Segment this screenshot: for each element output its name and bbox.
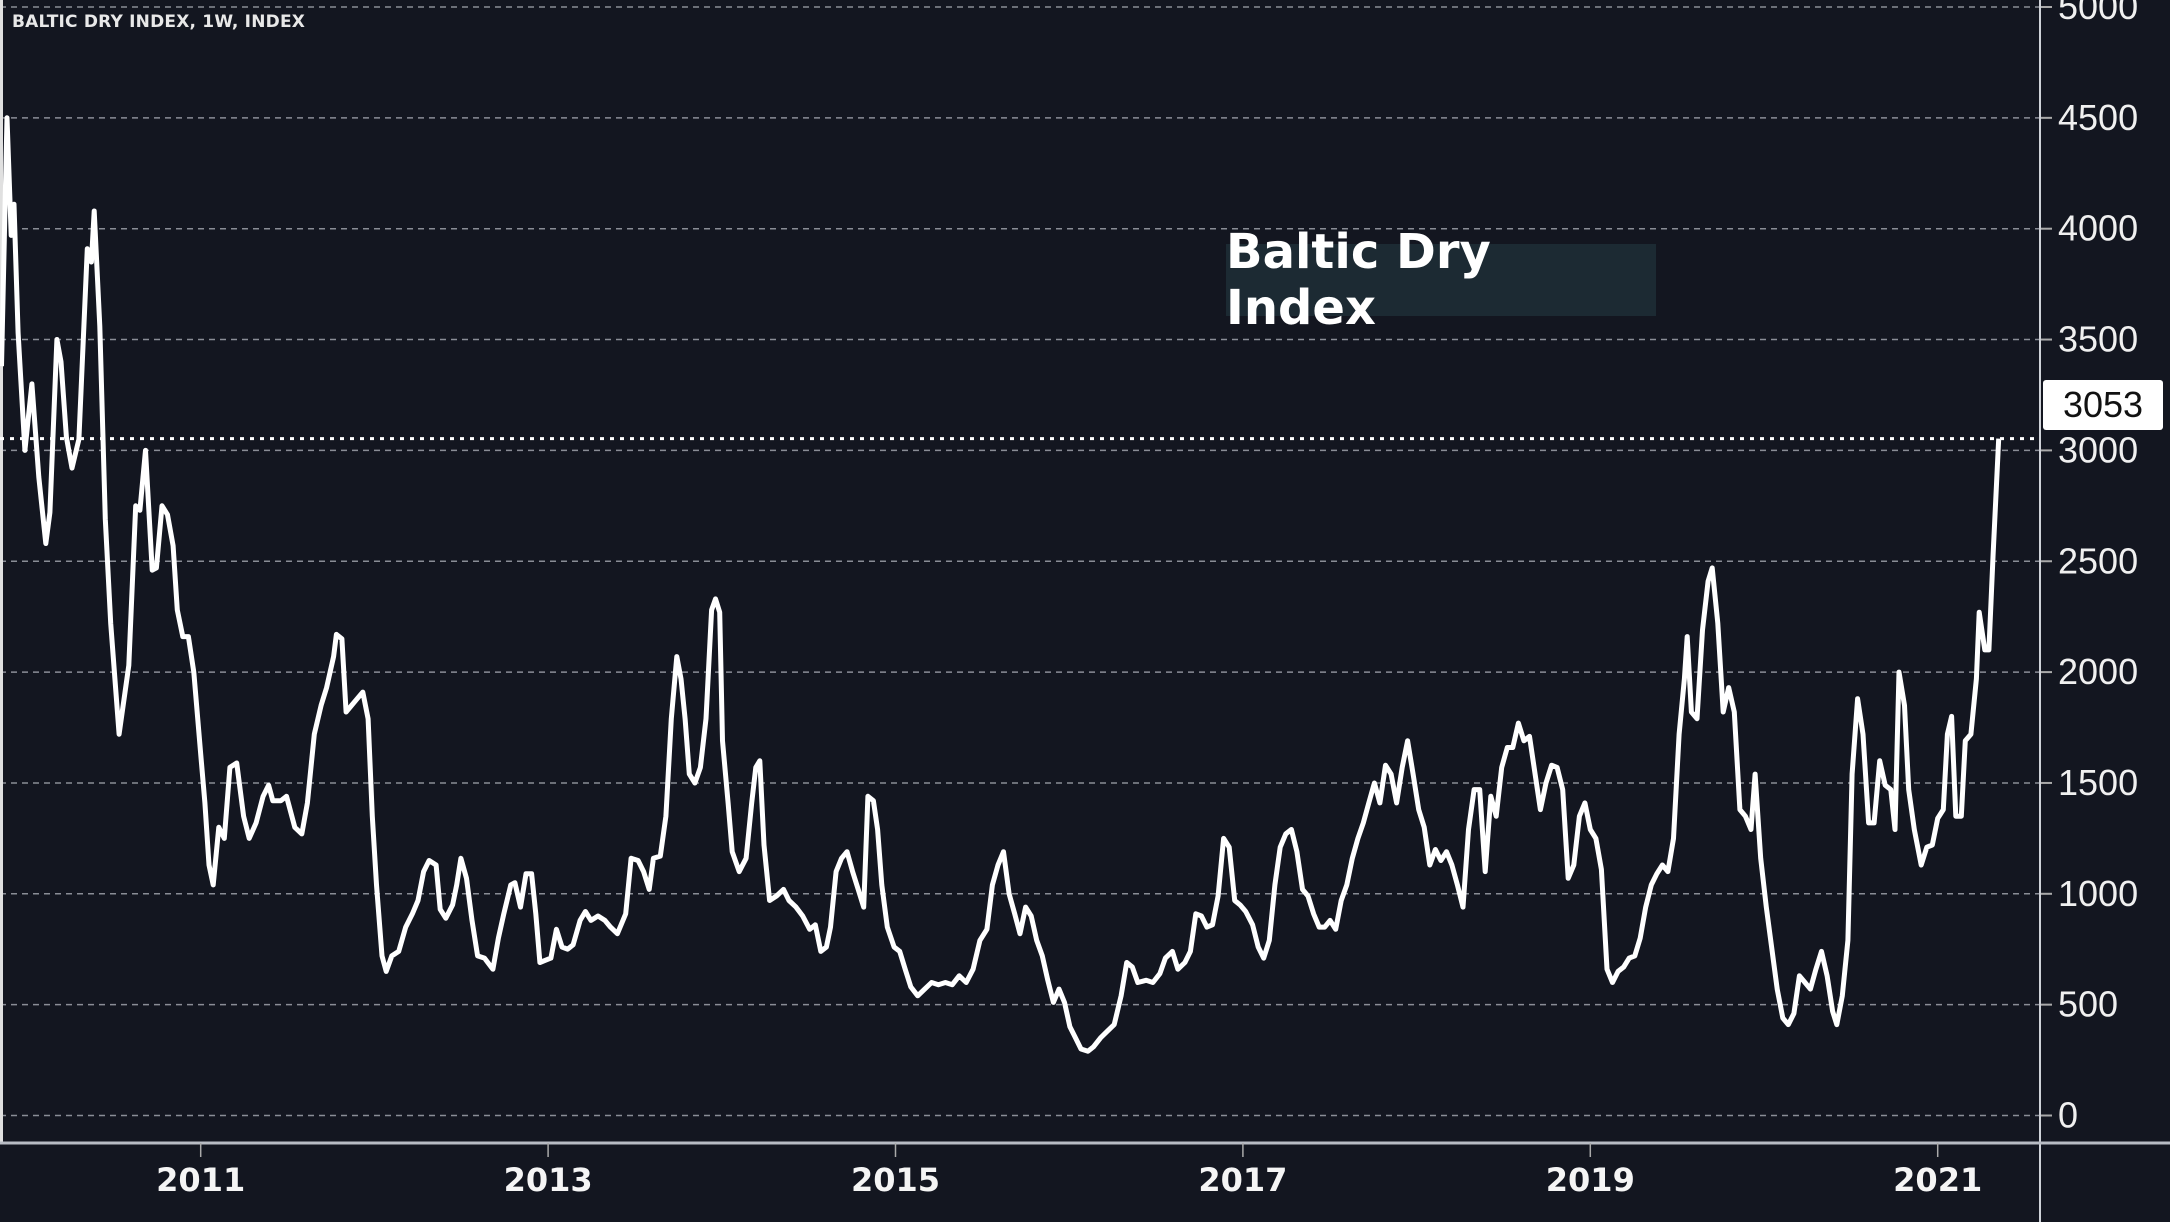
y-tick-label: 2500 <box>2058 540 2138 581</box>
x-tick-label: 2017 <box>1198 1161 1287 1199</box>
y-tick-label: 3500 <box>2058 319 2138 360</box>
x-tick-label: 2015 <box>851 1161 940 1199</box>
x-tick-label: 2013 <box>504 1161 593 1199</box>
y-tick-label: 1500 <box>2058 762 2138 803</box>
series-line-baltic-dry-index <box>0 115 2002 1054</box>
y-tick-label: 3000 <box>2058 429 2138 470</box>
y-tick-label: 5000 <box>2058 0 2138 27</box>
y-tick-label: 4500 <box>2058 97 2138 138</box>
chart-title: BALTIC DRY INDEX, 1W, INDEX <box>12 12 306 32</box>
y-tick-label: 500 <box>2058 984 2118 1025</box>
left-border <box>0 0 3 1143</box>
y-tick-label: 4000 <box>2058 208 2138 249</box>
grid <box>0 6 2040 1117</box>
tick-labels: 0 500 1000 1500 2000 2500 3000 3500 4000 4500 5000… <box>156 0 2138 1199</box>
x-tick-label: 2011 <box>156 1161 245 1199</box>
annotation-label: Baltic Dry Index <box>1226 224 1656 336</box>
series-lines <box>0 115 2040 1054</box>
y-tick-label: 1000 <box>2058 873 2138 914</box>
y-tick-label: 0 <box>2058 1095 2078 1136</box>
y-tick-label: 2000 <box>2058 651 2138 692</box>
x-tick-label: 2021 <box>1893 1161 1982 1199</box>
x-tick-label: 2019 <box>1546 1161 1635 1199</box>
last-value-label: 3053 <box>2043 380 2163 430</box>
